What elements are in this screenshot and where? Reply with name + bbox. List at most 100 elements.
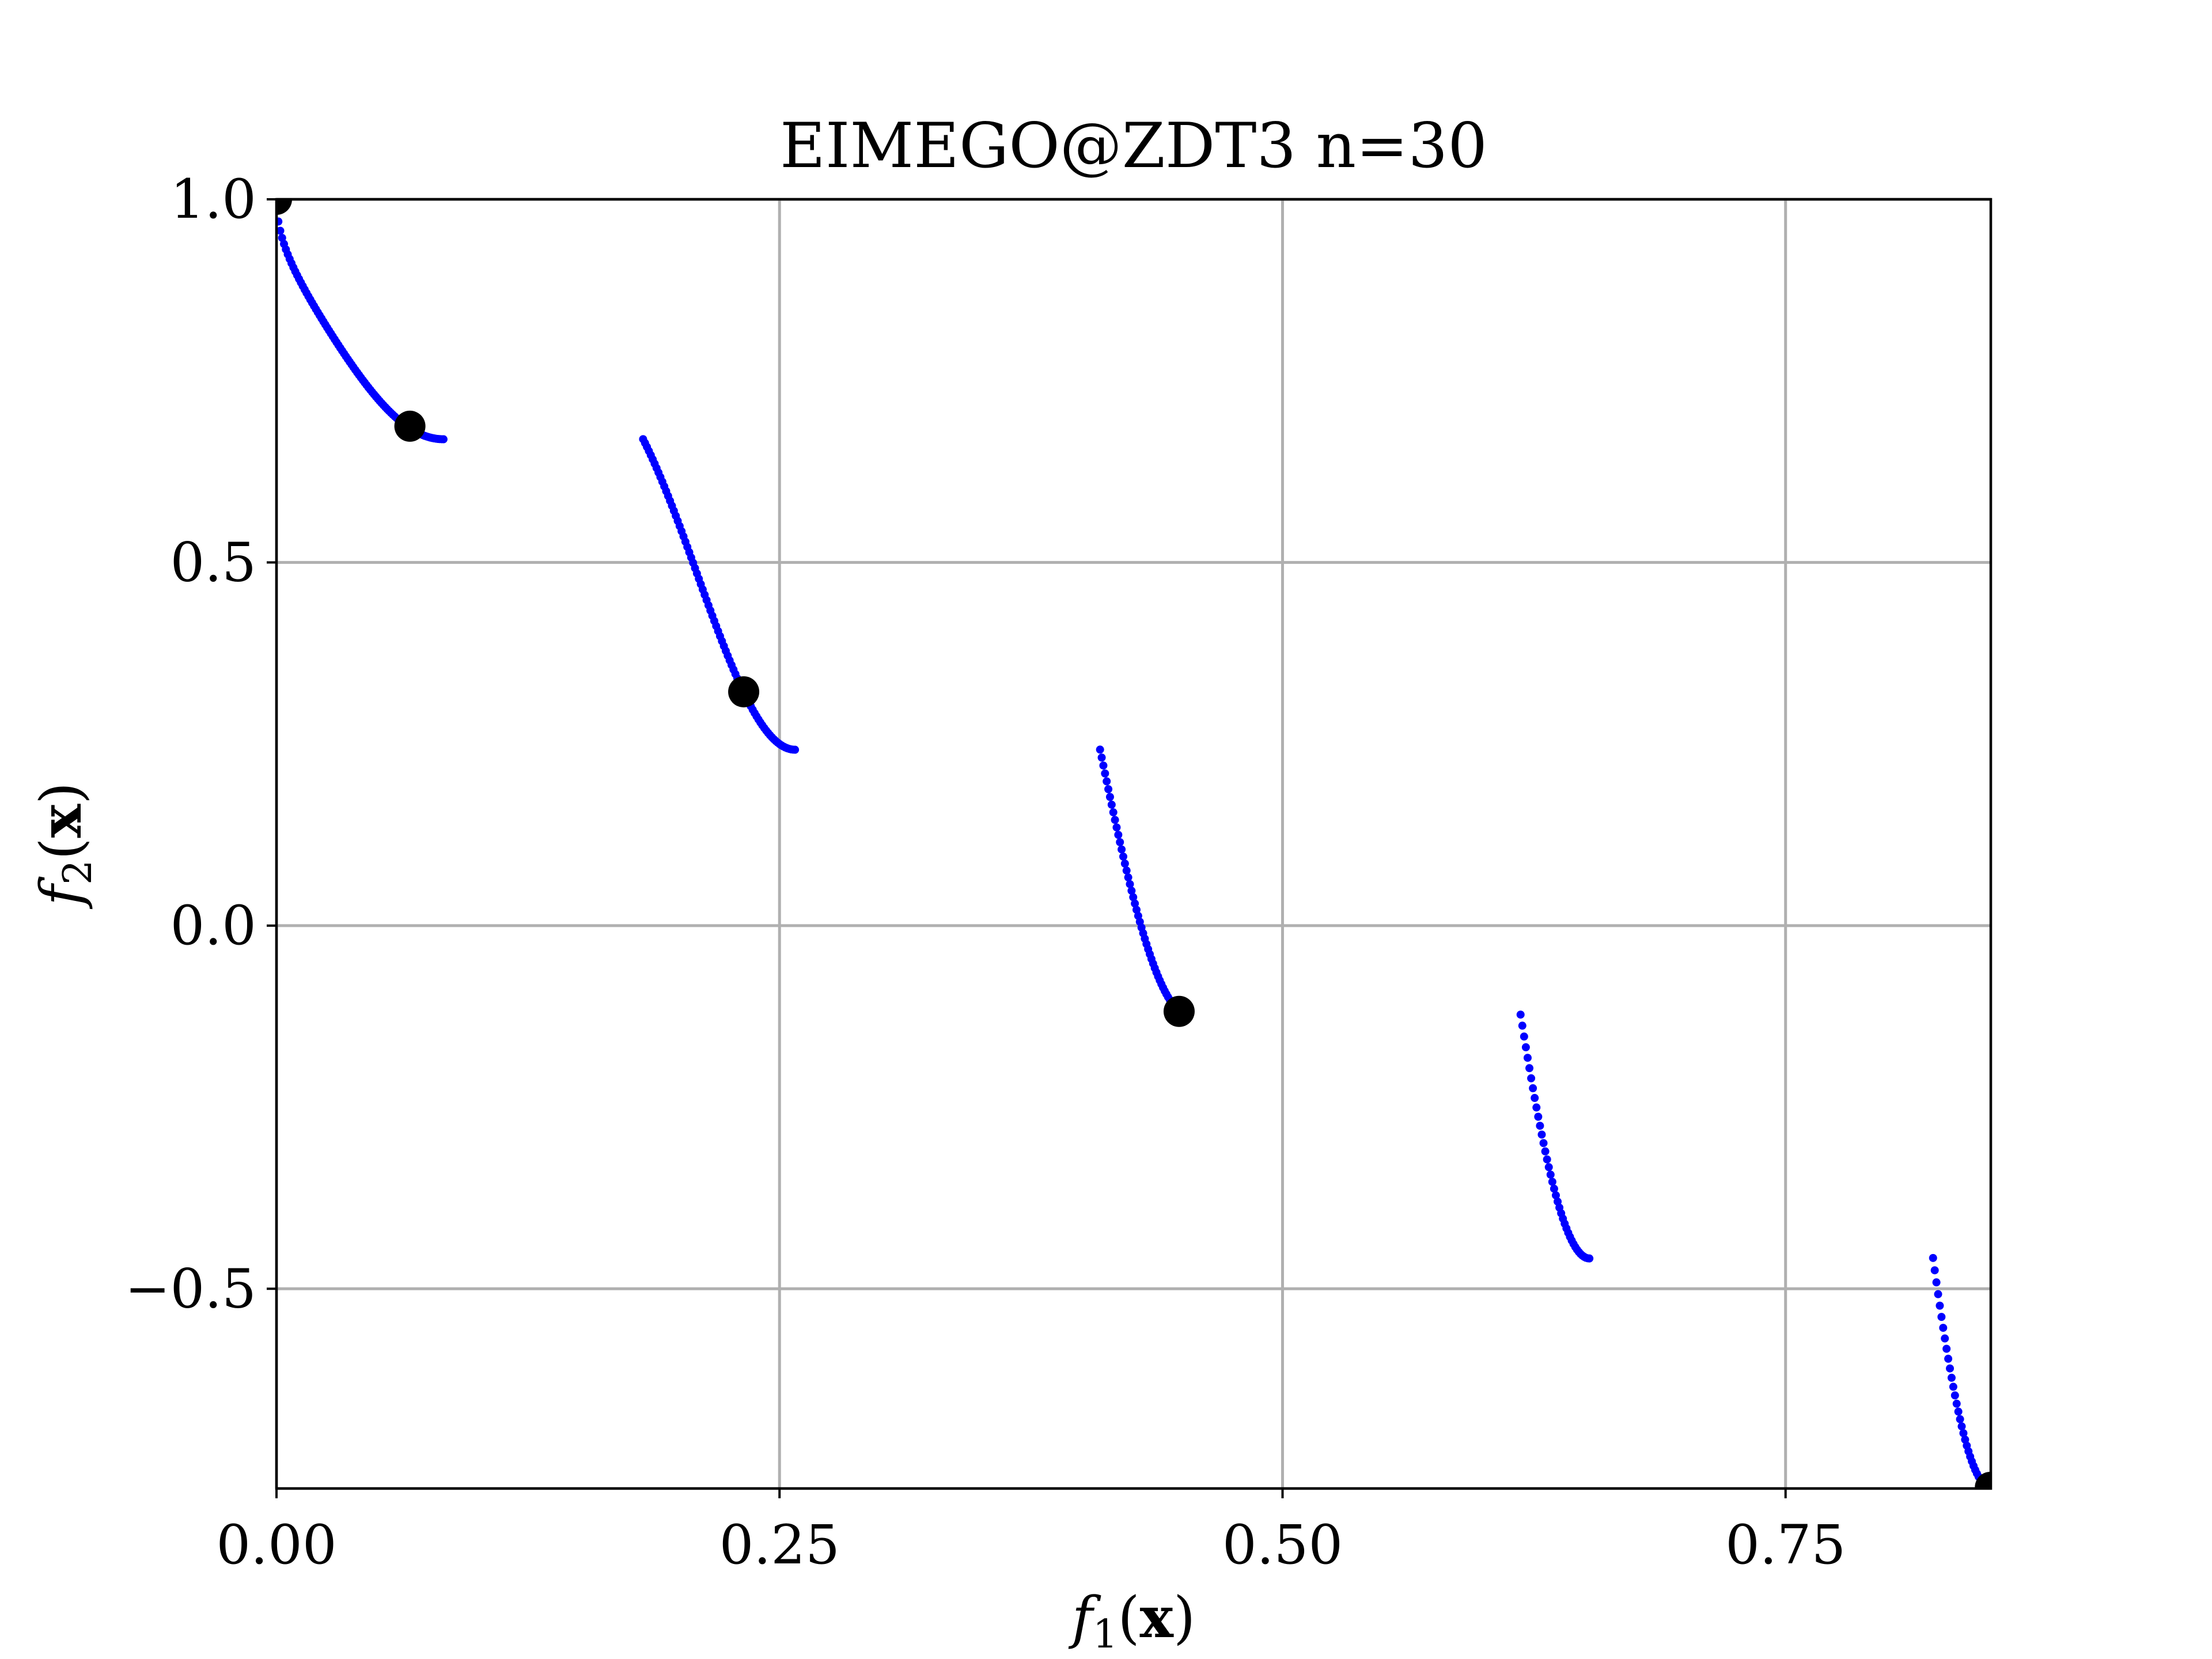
selected-point <box>1975 1471 1991 1488</box>
y-axis-label-subscript: 2 <box>55 860 101 885</box>
pareto-point <box>1096 745 1104 754</box>
pareto-point <box>1112 823 1121 832</box>
pareto-point <box>1536 1122 1544 1130</box>
y-tick-label: 1.0 <box>171 168 257 231</box>
pareto-point <box>1122 866 1131 875</box>
y-axis-label-var: x <box>28 803 94 838</box>
pareto-point <box>1119 852 1127 861</box>
selected-point <box>394 410 426 442</box>
pareto-point <box>1118 845 1126 854</box>
pareto-point <box>276 217 283 226</box>
pareto-point <box>1550 1184 1558 1193</box>
pareto-point <box>1957 1422 1966 1431</box>
pareto-point <box>1525 1064 1534 1073</box>
y-tick-label: −0.5 <box>125 1257 256 1320</box>
pareto-point <box>1954 1407 1963 1416</box>
pareto-point <box>1516 1010 1525 1019</box>
x-axis-label-subscript: 1 <box>1093 1612 1118 1657</box>
pareto-point <box>1961 1435 1969 1444</box>
pareto-point <box>1932 1278 1941 1287</box>
x-tick-label: 0.25 <box>719 1514 840 1577</box>
pareto-point <box>1534 1112 1543 1121</box>
pareto-point <box>1132 906 1141 914</box>
pareto-point <box>1537 1130 1546 1139</box>
pareto-point <box>1114 831 1123 839</box>
x-tick-label: 0.75 <box>1725 1514 1846 1577</box>
x-tick-label: 0.50 <box>1222 1514 1343 1577</box>
pareto-point <box>1518 1021 1527 1030</box>
pareto-point <box>1105 793 1114 801</box>
pareto-point <box>1939 1324 1948 1332</box>
pareto-point <box>1934 1290 1942 1298</box>
pareto-segment-4 <box>1516 1010 1594 1263</box>
x-axis-label-close: ) <box>1173 1585 1195 1651</box>
pareto-point <box>1101 769 1109 778</box>
series-layer <box>276 199 1991 1488</box>
pareto-point <box>1532 1103 1541 1112</box>
pareto-point <box>439 435 448 444</box>
chart-title: EIMEGO@ZDT3 n=30 <box>780 110 1487 182</box>
pareto-point <box>276 226 285 235</box>
y-axis-label-close: ) <box>29 782 94 804</box>
pareto-point <box>1551 1191 1560 1200</box>
pareto-point <box>1107 800 1116 809</box>
selected-point <box>1163 995 1195 1027</box>
pareto-point <box>1930 1266 1939 1275</box>
x-axis-label-var: x <box>1140 1585 1175 1651</box>
pareto-point <box>1131 899 1139 908</box>
pareto-point <box>1104 785 1113 794</box>
pareto-point <box>1946 1364 1955 1373</box>
y-axis-label: f2(x) <box>28 782 101 910</box>
pareto-point <box>278 234 286 243</box>
selected-point <box>728 676 760 707</box>
pareto-point <box>1942 1344 1951 1353</box>
pareto-point <box>1539 1139 1548 1147</box>
y-tick-label: 0.0 <box>171 895 257 957</box>
pareto-point <box>1523 1054 1532 1062</box>
pareto-point <box>1950 1391 1959 1400</box>
x-axis-label: f1(x) <box>1068 1585 1195 1657</box>
pareto-point <box>1937 1313 1946 1321</box>
pareto-point <box>1127 887 1136 895</box>
y-axis-label-text: f2(x) <box>28 782 101 910</box>
pareto-point <box>1585 1254 1594 1263</box>
pareto-point <box>1120 859 1129 868</box>
pareto-point <box>1956 1415 1964 1423</box>
pareto-point <box>1548 1177 1556 1186</box>
pareto-point <box>1952 1399 1961 1408</box>
pareto-point <box>1116 838 1124 846</box>
pareto-point <box>1124 873 1132 882</box>
selected-point <box>276 199 292 215</box>
x-axis-label-text: f1(x) <box>1068 1585 1195 1657</box>
pareto-point <box>1944 1354 1953 1363</box>
pareto-point <box>1521 1043 1530 1052</box>
pareto-point <box>1531 1094 1539 1103</box>
pareto-point <box>1544 1163 1553 1172</box>
pareto-point <box>1546 1171 1555 1179</box>
pareto-point <box>1929 1253 1937 1262</box>
pareto-point <box>1543 1155 1551 1164</box>
plot-area-background <box>276 199 1991 1488</box>
pareto-point <box>1947 1373 1956 1382</box>
pareto-point <box>1126 880 1134 888</box>
pareto-point <box>1541 1147 1550 1156</box>
ticks: 0.00 0.25 0.50 0.75 1.0 0.5 0.0 −0.5 <box>125 168 1846 1577</box>
pareto-point <box>791 745 800 754</box>
pareto-point <box>1129 893 1138 902</box>
pareto-point <box>1936 1301 1944 1310</box>
plot-frame <box>275 198 1993 1490</box>
x-axis-label-arg: ( <box>1118 1585 1139 1651</box>
pareto-point <box>1109 808 1118 817</box>
pareto-point <box>1520 1032 1528 1041</box>
y-tick-label: 0.5 <box>171 531 257 594</box>
pareto-point <box>1959 1429 1968 1437</box>
pareto-point <box>1097 753 1106 762</box>
pareto-point <box>1949 1382 1957 1391</box>
pareto-point <box>1103 777 1111 786</box>
y-axis-label-arg: ( <box>29 838 94 859</box>
pareto-point <box>1527 1074 1536 1082</box>
pareto-point <box>1941 1334 1949 1343</box>
x-tick-label: 0.00 <box>216 1514 336 1577</box>
pareto-point <box>1111 816 1119 824</box>
